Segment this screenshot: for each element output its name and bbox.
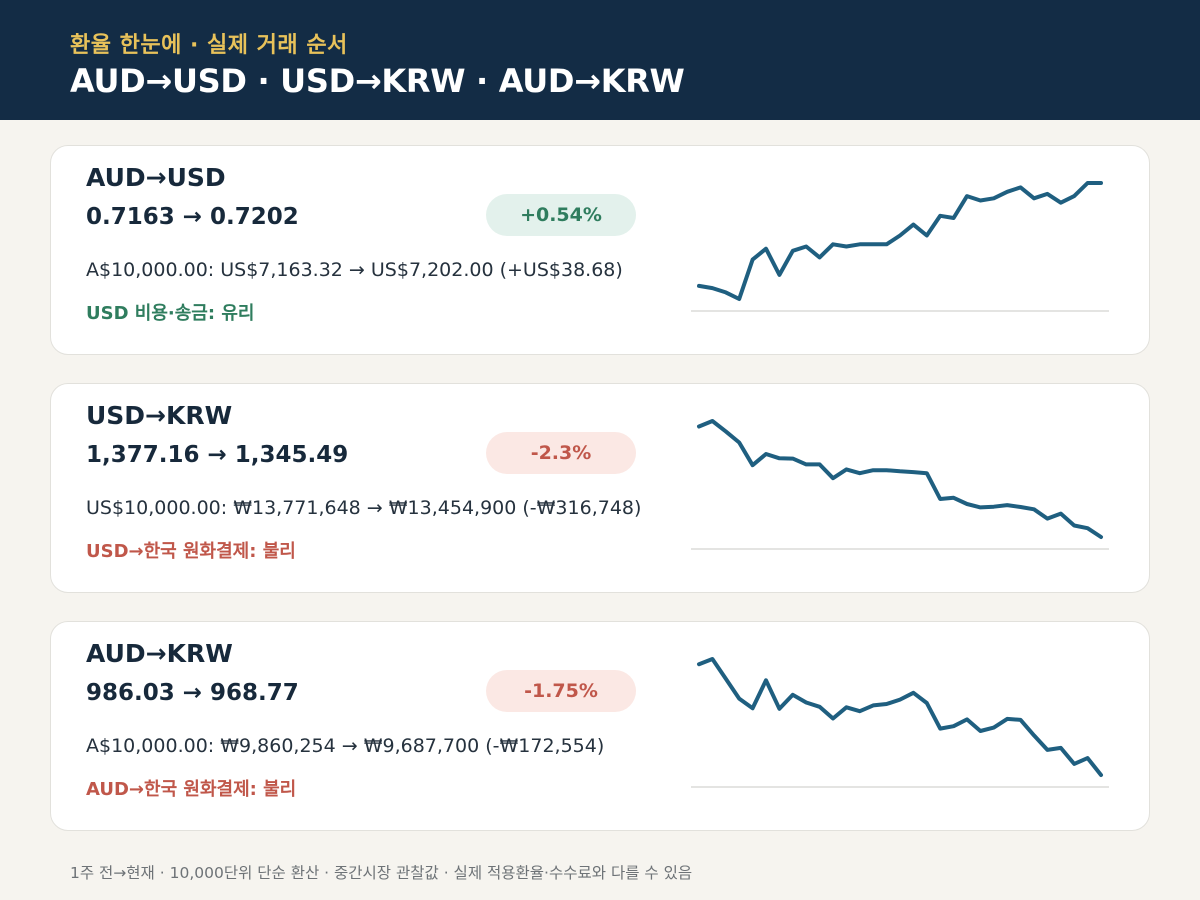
header-subtitle: 환율 한눈에 · 실제 거래 순서 <box>70 33 348 58</box>
change-badge: -2.3% <box>486 432 636 474</box>
sparkline-chart <box>691 657 1109 788</box>
card-aud-krw: AUD→KRW 986.03 → 968.77 -1.75% A$10,000.… <box>50 621 1150 831</box>
card-aud-usd: AUD→USD 0.7163 → 0.7202 +0.54% A$10,000.… <box>50 145 1150 355</box>
rate-change: 0.7163 → 0.7202 <box>86 204 299 230</box>
change-badge: +0.54% <box>486 194 636 236</box>
rate-change: 1,377.16 → 1,345.49 <box>86 442 349 468</box>
verdict-label: USD 비용·송금: 유리 <box>86 303 255 324</box>
change-badge: -1.75% <box>486 670 636 712</box>
card-usd-krw: USD→KRW 1,377.16 → 1,345.49 -2.3% US$10,… <box>50 383 1150 593</box>
pair-label: AUD→USD <box>86 163 226 192</box>
conversion-example: US$10,000.00: ₩13,771,648 → ₩13,454,900 … <box>86 497 642 519</box>
footer-note: 1주 전→현재 · 10,000단위 단순 환산 · 중간시장 관찰값 · 실제… <box>70 864 693 882</box>
pair-label: AUD→KRW <box>86 639 233 668</box>
header-banner: 환율 한눈에 · 실제 거래 순서 AUD→USD · USD→KRW · AU… <box>0 0 1200 120</box>
verdict-label: AUD→한국 원화결제: 불리 <box>86 779 297 800</box>
conversion-example: A$10,000.00: US$7,163.32 → US$7,202.00 (… <box>86 259 623 281</box>
sparkline-chart <box>691 419 1109 550</box>
header-title: AUD→USD · USD→KRW · AUD→KRW <box>70 62 685 100</box>
rate-change: 986.03 → 968.77 <box>86 680 299 706</box>
sparkline-series <box>697 657 1103 777</box>
sparkline-chart <box>691 181 1109 312</box>
sparkline-series <box>697 419 1103 539</box>
verdict-label: USD→한국 원화결제: 불리 <box>86 541 296 562</box>
pair-label: USD→KRW <box>86 401 233 430</box>
conversion-example: A$10,000.00: ₩9,860,254 → ₩9,687,700 (-₩… <box>86 735 605 757</box>
sparkline-series <box>697 181 1103 301</box>
